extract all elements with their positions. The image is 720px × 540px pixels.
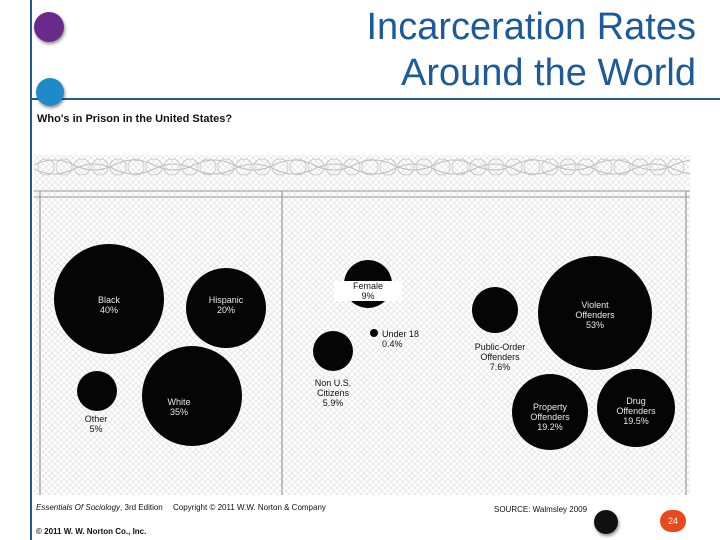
- book-title: Essentials Of Sociology: [36, 503, 121, 512]
- label-violent-offenders: Violent Offenders 53%: [575, 300, 615, 330]
- bubble-public-order-offenders: [472, 287, 518, 333]
- publisher-credit: © 2011 W. W. Norton Co., Inc.: [36, 527, 147, 536]
- label-other: Other 5%: [84, 414, 108, 434]
- title-line-2: Around the World: [400, 52, 696, 94]
- bubble-white: [142, 346, 242, 446]
- page-number-badge: 24: [660, 510, 686, 532]
- bubble-drug-offenders: [597, 369, 675, 447]
- accent-horizontal-line: [30, 98, 720, 100]
- label-white: White 35%: [167, 397, 191, 417]
- bubble-non-us-citizens: [313, 331, 353, 371]
- blue-dot-icon: [36, 78, 64, 106]
- fence-posts: [39, 191, 687, 495]
- label-under-18: Under 18 0.4%: [382, 329, 420, 349]
- title-line-1: Incarceration Rates: [366, 6, 697, 48]
- accent-vertical-line: [30, 0, 32, 540]
- book-edition: , 3rd Edition: [120, 503, 163, 512]
- label-female: Female 9%: [334, 281, 402, 301]
- bubble-violent-offenders: [538, 256, 652, 370]
- label-non-us-citizens: Non U.S. Citizens 5.9%: [314, 378, 352, 408]
- book-credit: Essentials Of Sociology, 3rd Edition Cop…: [36, 503, 326, 512]
- label-public-order-offenders: Public-Order Offenders 7.6%: [474, 342, 526, 372]
- figure-title: Who's in Prison in the United States?: [37, 113, 233, 125]
- bubble-under-18: [370, 329, 378, 337]
- label-hispanic: Hispanic 20%: [208, 295, 244, 315]
- barb-circles: [37, 158, 685, 176]
- bubble-property-offenders: [512, 374, 588, 450]
- bubble-other: [77, 371, 117, 411]
- copyright-line: Copyright © 2011 W.W. Norton & Company: [172, 503, 326, 512]
- slide-title: Incarceration Rates Around the World: [276, 4, 697, 96]
- fence-top-rail: [34, 190, 690, 198]
- label-black: Black 40%: [97, 295, 120, 315]
- source-credit: SOURCE: Walmsley 2009: [494, 505, 588, 514]
- purple-dot-icon: [34, 12, 64, 42]
- black-dot-icon: [594, 510, 618, 534]
- label-drug-offenders: Drug Offenders 19.5%: [616, 396, 656, 426]
- label-property-offenders: Property Offenders 19.2%: [530, 402, 570, 432]
- bubble-black: [54, 244, 164, 354]
- bubble-hispanic: [186, 268, 266, 348]
